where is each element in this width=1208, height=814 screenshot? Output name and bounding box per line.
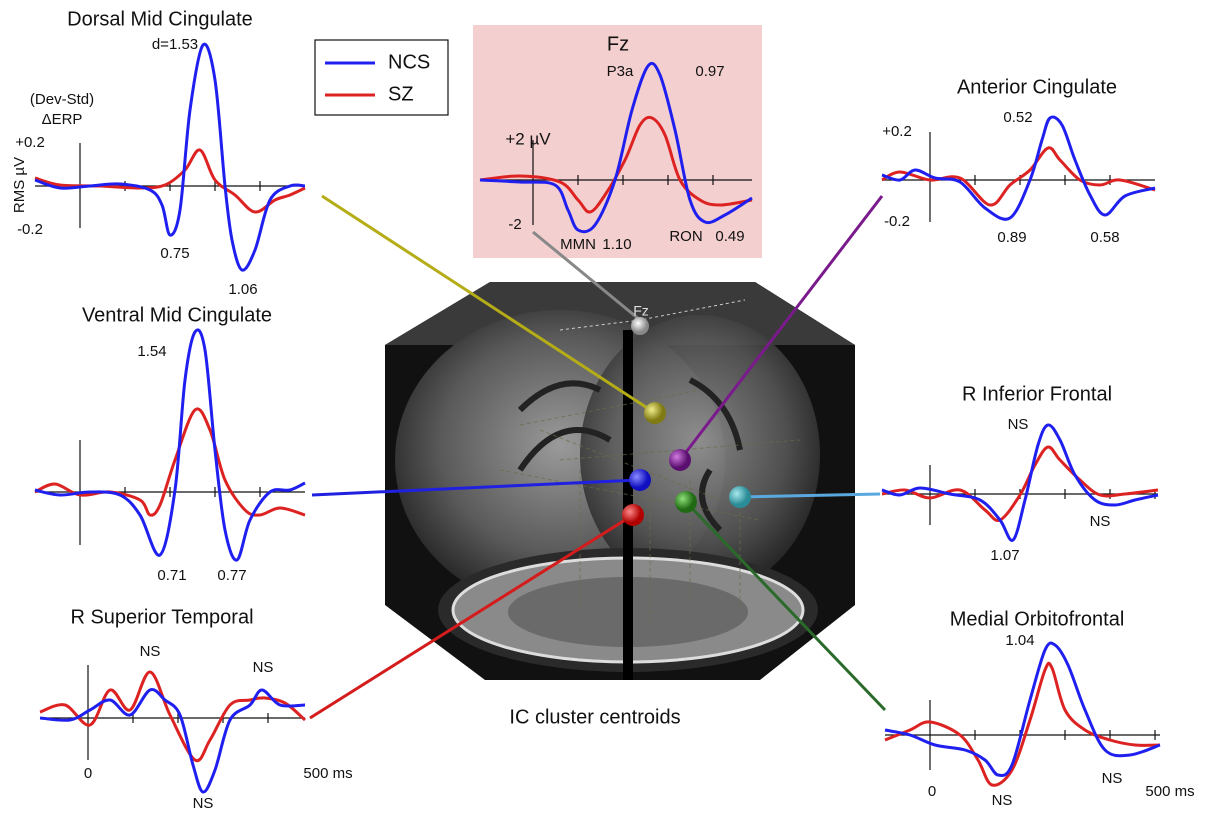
- panel-label: 1.07: [990, 547, 1019, 564]
- panel-label: 0: [928, 783, 936, 800]
- panel-label: 1.54: [137, 343, 166, 360]
- panel-label: -0.2: [17, 221, 43, 238]
- panel-label: 0.77: [217, 567, 246, 584]
- sz-waveform: [882, 148, 1155, 205]
- panel-label: 500 ms: [1145, 783, 1194, 800]
- ncs-waveform: [35, 330, 305, 560]
- panel-label: 1.04: [1005, 632, 1034, 649]
- panel-label: 0: [84, 765, 92, 782]
- legend-label: SZ: [388, 83, 414, 105]
- panel-label: NS: [193, 795, 214, 812]
- panel-label: 1.10: [602, 236, 631, 253]
- ncs-waveform: [882, 117, 1155, 219]
- ncs-waveform: [40, 690, 305, 793]
- panel-label: +2 µV: [505, 129, 551, 148]
- panel-label: 0.89: [997, 229, 1026, 246]
- panel-label: +0.2: [15, 134, 45, 151]
- panel-label: 0.71: [157, 567, 186, 584]
- panel-title: Medial Orbitofrontal: [950, 608, 1125, 630]
- panel-label: (Dev-Std): [30, 91, 94, 108]
- figure: Fz IC cluster centroids NCS SZ Dorsal Mi…: [0, 0, 1208, 814]
- panel-label: 0.49: [715, 228, 744, 245]
- panel-label: NS: [1102, 770, 1123, 787]
- electrode-label: Fz: [633, 303, 649, 319]
- panel-title: R Inferior Frontal: [962, 383, 1112, 405]
- panel-label: RMS µV: [11, 157, 28, 213]
- panel-label: 0.58: [1090, 229, 1119, 246]
- ncs-waveform: [35, 44, 305, 270]
- panel-label: NS: [253, 659, 274, 676]
- panel-label: NS: [140, 643, 161, 660]
- legend-label: NCS: [388, 51, 430, 73]
- panel-title: R Superior Temporal: [70, 606, 253, 628]
- sz-waveform: [35, 150, 305, 212]
- ncs-waveform: [882, 425, 1158, 540]
- brain-caption: IC cluster centroids: [509, 706, 680, 728]
- panel-label: d=1.53: [152, 36, 198, 53]
- panel-label: +0.2: [882, 123, 912, 140]
- panel-label: NS: [992, 792, 1013, 809]
- panel-label: ΔERP: [42, 111, 83, 128]
- panel-label: NS: [1090, 513, 1111, 530]
- ncs-waveform: [885, 643, 1160, 776]
- sz-waveform: [882, 447, 1158, 521]
- panel-label: P3a: [607, 63, 634, 80]
- panel-label: 0.52: [1003, 109, 1032, 126]
- panel-title: Dorsal Mid Cingulate: [67, 8, 253, 30]
- panel-label: NS: [1008, 416, 1029, 433]
- panel-label: 0.97: [695, 63, 724, 80]
- legend: NCS SZ: [315, 40, 448, 115]
- panel-label: -0.2: [884, 213, 910, 230]
- panel-label: MMN: [560, 236, 596, 253]
- panel-title: Fz: [607, 33, 629, 55]
- panel-label: 500 ms: [303, 765, 352, 782]
- panel-title: Ventral Mid Cingulate: [82, 304, 272, 326]
- panel-label: RON: [669, 228, 702, 245]
- panel-label: -2: [508, 216, 521, 233]
- panel-label: 1.06: [228, 281, 257, 298]
- panel-label: 0.75: [160, 245, 189, 262]
- panel-title: Anterior Cingulate: [957, 76, 1117, 98]
